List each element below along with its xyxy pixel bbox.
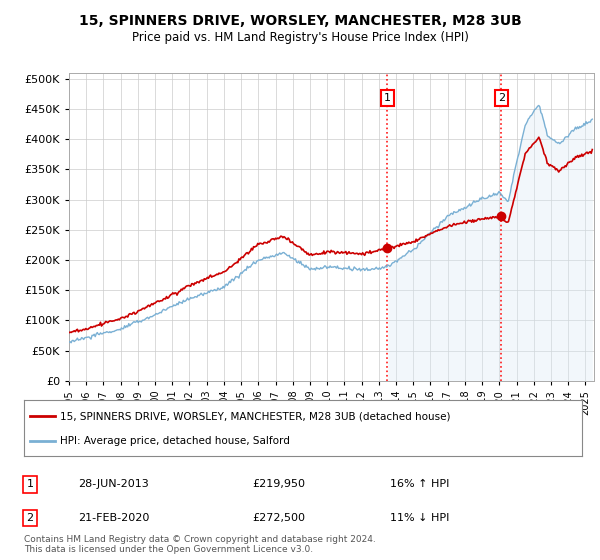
Text: 11% ↓ HPI: 11% ↓ HPI xyxy=(390,513,449,523)
Text: HPI: Average price, detached house, Salford: HPI: Average price, detached house, Salf… xyxy=(60,436,290,446)
Text: 28-JUN-2013: 28-JUN-2013 xyxy=(78,479,149,489)
Text: Price paid vs. HM Land Registry's House Price Index (HPI): Price paid vs. HM Land Registry's House … xyxy=(131,31,469,44)
Text: 1: 1 xyxy=(26,479,34,489)
Text: £272,500: £272,500 xyxy=(252,513,305,523)
Text: 2: 2 xyxy=(498,93,505,103)
Text: Contains HM Land Registry data © Crown copyright and database right 2024.
This d: Contains HM Land Registry data © Crown c… xyxy=(24,535,376,554)
Text: 1: 1 xyxy=(384,93,391,103)
Text: 16% ↑ HPI: 16% ↑ HPI xyxy=(390,479,449,489)
Text: £219,950: £219,950 xyxy=(252,479,305,489)
Text: 21-FEB-2020: 21-FEB-2020 xyxy=(78,513,149,523)
Text: 2: 2 xyxy=(26,513,34,523)
Text: 15, SPINNERS DRIVE, WORSLEY, MANCHESTER, M28 3UB: 15, SPINNERS DRIVE, WORSLEY, MANCHESTER,… xyxy=(79,14,521,28)
Text: 15, SPINNERS DRIVE, WORSLEY, MANCHESTER, M28 3UB (detached house): 15, SPINNERS DRIVE, WORSLEY, MANCHESTER,… xyxy=(60,411,451,421)
